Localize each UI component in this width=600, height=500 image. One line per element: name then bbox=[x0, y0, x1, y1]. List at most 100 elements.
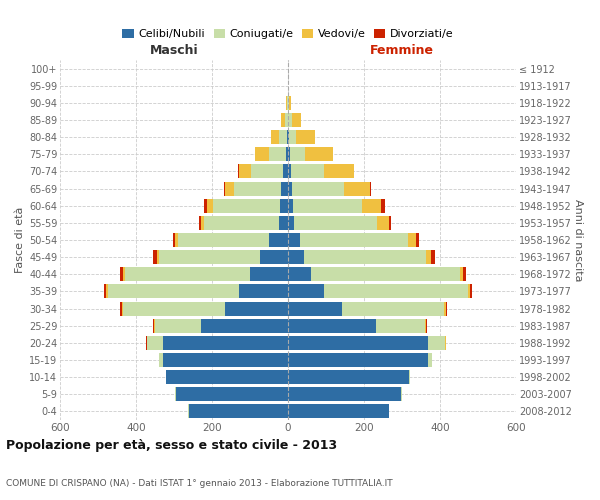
Bar bbox=[226, 302, 288, 316]
Bar bbox=[401, 388, 402, 402]
Bar bbox=[370, 182, 371, 196]
Bar bbox=[288, 216, 294, 230]
Bar bbox=[269, 233, 288, 247]
Bar bbox=[296, 130, 316, 144]
Bar bbox=[293, 198, 362, 212]
Bar bbox=[288, 284, 324, 298]
Bar bbox=[157, 250, 159, 264]
Bar bbox=[304, 250, 427, 264]
Bar bbox=[226, 182, 233, 196]
Bar bbox=[199, 216, 200, 230]
Bar bbox=[325, 164, 354, 178]
Bar bbox=[288, 302, 342, 316]
Bar bbox=[311, 268, 460, 281]
Bar bbox=[382, 198, 385, 212]
Bar bbox=[163, 336, 288, 350]
Bar bbox=[344, 182, 370, 196]
Bar bbox=[376, 318, 425, 332]
Bar bbox=[288, 404, 389, 418]
Text: COMUNE DI CRISPANO (NA) - Dati ISTAT 1° gennaio 2013 - Elaborazione TUTTITALIA.I: COMUNE DI CRISPANO (NA) - Dati ISTAT 1° … bbox=[6, 478, 392, 488]
Legend: Celibi/Nubili, Coniugati/e, Vedovi/e, Divorziati/e: Celibi/Nubili, Coniugati/e, Vedovi/e, Di… bbox=[118, 24, 458, 44]
Bar bbox=[188, 404, 189, 418]
Bar bbox=[154, 318, 155, 332]
Bar bbox=[426, 318, 427, 332]
Bar bbox=[290, 148, 305, 162]
Bar bbox=[389, 216, 391, 230]
Bar bbox=[287, 130, 288, 144]
Text: Maschi: Maschi bbox=[149, 44, 199, 58]
Bar bbox=[288, 233, 300, 247]
Bar bbox=[305, 148, 333, 162]
Bar bbox=[292, 182, 344, 196]
Bar bbox=[106, 284, 107, 298]
Bar bbox=[342, 302, 444, 316]
Bar bbox=[416, 233, 419, 247]
Bar bbox=[189, 404, 288, 418]
Bar bbox=[377, 216, 389, 230]
Bar bbox=[281, 182, 288, 196]
Bar bbox=[121, 302, 122, 316]
Bar bbox=[159, 250, 260, 264]
Bar bbox=[445, 336, 446, 350]
Bar bbox=[163, 353, 288, 367]
Bar bbox=[427, 250, 431, 264]
Text: Popolazione per età, sesso e stato civile - 2013: Popolazione per età, sesso e stato civil… bbox=[6, 440, 337, 452]
Bar bbox=[288, 353, 428, 367]
Y-axis label: Anni di nascita: Anni di nascita bbox=[573, 198, 583, 281]
Bar bbox=[288, 318, 376, 332]
Bar bbox=[153, 250, 157, 264]
Bar bbox=[289, 113, 292, 127]
Bar bbox=[288, 148, 290, 162]
Bar bbox=[239, 164, 251, 178]
Bar bbox=[208, 198, 213, 212]
Bar bbox=[288, 388, 401, 402]
Bar bbox=[200, 216, 205, 230]
Bar bbox=[468, 284, 470, 298]
Bar bbox=[288, 164, 291, 178]
Bar bbox=[269, 148, 286, 162]
Bar bbox=[283, 164, 288, 178]
Bar bbox=[288, 268, 311, 281]
Bar bbox=[146, 336, 148, 350]
Bar bbox=[428, 336, 445, 350]
Bar bbox=[176, 388, 288, 402]
Bar bbox=[284, 113, 287, 127]
Bar bbox=[224, 182, 226, 196]
Bar bbox=[470, 284, 472, 298]
Y-axis label: Fasce di età: Fasce di età bbox=[14, 207, 25, 273]
Bar bbox=[260, 250, 288, 264]
Bar bbox=[291, 164, 325, 178]
Bar bbox=[289, 130, 296, 144]
Bar bbox=[288, 250, 304, 264]
Bar bbox=[289, 96, 290, 110]
Bar bbox=[250, 268, 288, 281]
Bar bbox=[173, 233, 175, 247]
Bar bbox=[292, 113, 301, 127]
Bar bbox=[278, 216, 288, 230]
Bar bbox=[175, 388, 176, 402]
Bar bbox=[288, 182, 292, 196]
Bar bbox=[123, 302, 226, 316]
Bar bbox=[294, 216, 377, 230]
Bar bbox=[409, 233, 416, 247]
Bar bbox=[233, 182, 281, 196]
Bar bbox=[288, 336, 428, 350]
Bar bbox=[148, 336, 163, 350]
Bar bbox=[288, 198, 293, 212]
Bar bbox=[239, 284, 288, 298]
Bar bbox=[153, 318, 154, 332]
Bar bbox=[122, 268, 125, 281]
Text: Femmine: Femmine bbox=[370, 44, 434, 58]
Bar bbox=[431, 250, 434, 264]
Bar bbox=[155, 318, 200, 332]
Bar bbox=[213, 198, 280, 212]
Bar bbox=[279, 130, 287, 144]
Bar bbox=[205, 198, 208, 212]
Bar bbox=[205, 216, 278, 230]
Bar bbox=[271, 130, 279, 144]
Bar bbox=[463, 268, 466, 281]
Bar bbox=[286, 96, 287, 110]
Bar bbox=[254, 148, 269, 162]
Bar bbox=[362, 198, 382, 212]
Bar bbox=[428, 353, 431, 367]
